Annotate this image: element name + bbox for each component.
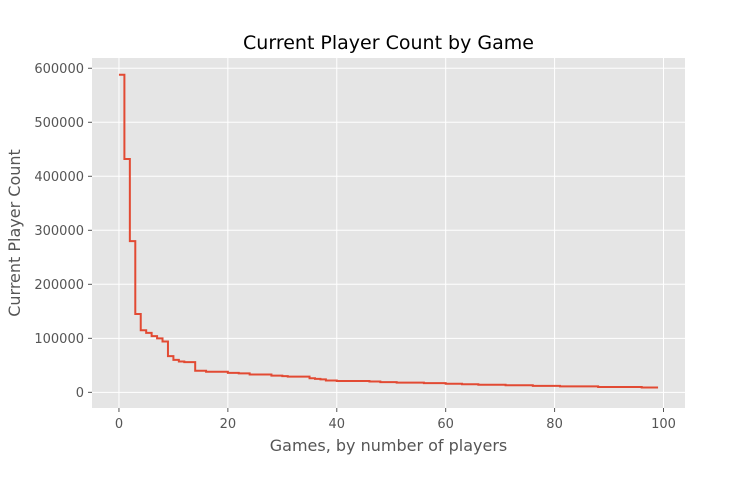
grid-lines [92,58,685,408]
y-tick-label: 600000 [34,62,84,77]
x-axis-label: Games, by number of players [270,436,508,455]
y-tick-label: 500000 [34,116,84,131]
x-tick-label: 40 [328,417,345,432]
plot-area [92,58,685,408]
x-tick-label: 60 [437,417,454,432]
x-tick-label: 100 [651,417,676,432]
axis-ticks: 0 20 40 60 80 100 0 100000 200000 300000 400000 500… [34,62,676,432]
y-tick-label: 0 [76,386,84,401]
x-tick-label: 80 [546,417,563,432]
y-tick-label: 400000 [34,170,84,185]
y-tick-label: 100000 [34,332,84,347]
chart-title: Current Player Count by Game [243,32,534,54]
y-tick-label: 300000 [34,224,84,239]
x-tick-label: 20 [220,417,237,432]
x-tick-label: 0 [115,417,123,432]
series-line-current-player-count [118,73,659,389]
y-axis-label: Current Player Count [5,149,24,317]
y-tick-label: 200000 [34,278,84,293]
